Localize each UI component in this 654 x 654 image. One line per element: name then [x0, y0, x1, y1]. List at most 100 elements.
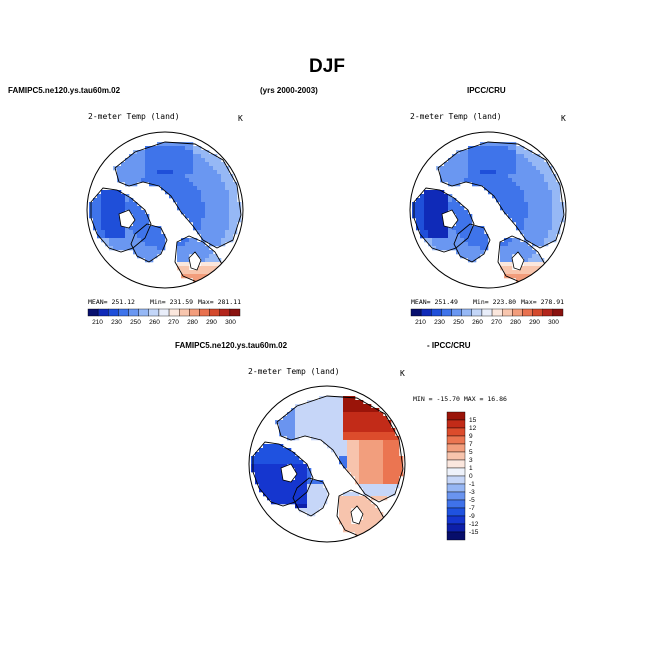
colorbar-swatch: [118, 308, 129, 317]
field-cell: [323, 412, 328, 417]
field-cell: [520, 162, 525, 167]
field-cell: [343, 520, 348, 525]
field-cell: [347, 492, 352, 497]
field-cell: [205, 154, 210, 159]
field-cell: [440, 210, 445, 215]
field-cell: [137, 210, 142, 215]
field-cell: [217, 230, 222, 235]
field-cell: [520, 254, 525, 259]
field-cell: [275, 452, 280, 457]
field-cell: [129, 166, 134, 171]
field-cell: [448, 166, 453, 171]
field-cell: [271, 492, 276, 497]
field-cell: [315, 416, 320, 421]
field-cell: [351, 416, 356, 421]
field-cell: [347, 428, 352, 433]
field-cell: [428, 230, 433, 235]
field-cell: [500, 158, 505, 163]
field-cell: [379, 424, 384, 429]
field-cell: [536, 218, 541, 223]
field-cell: [229, 214, 234, 219]
field-cell: [512, 182, 517, 187]
field-cell: [536, 202, 541, 207]
field-cell: [456, 214, 461, 219]
field-cell: [339, 436, 344, 441]
field-cell: [536, 226, 541, 231]
field-cell: [109, 242, 114, 247]
field-cell: [133, 242, 138, 247]
field-cell: [472, 242, 477, 247]
field-cell: [347, 444, 352, 449]
field-cell: [229, 230, 234, 235]
field-cell: [185, 266, 190, 271]
field-cell: [291, 452, 296, 457]
field-cell: [161, 158, 166, 163]
field-cell: [267, 472, 272, 477]
field-cell: [149, 246, 154, 251]
field-cell: [209, 174, 214, 179]
field-cell: [189, 158, 194, 163]
field-cell: [532, 222, 537, 227]
field-cell: [209, 154, 214, 159]
field-cell: [375, 508, 380, 513]
field-cell: [109, 214, 114, 219]
field-cell: [213, 198, 218, 203]
field-cell: [339, 452, 344, 457]
field-cell: [476, 170, 481, 175]
colorbar-swatch: [219, 308, 231, 317]
field-cell: [133, 174, 138, 179]
field-cell: [552, 194, 557, 199]
field-cell: [201, 198, 206, 203]
field-cell: [367, 468, 372, 473]
field-cell: [303, 480, 308, 485]
field-cell: [201, 206, 206, 211]
field-cell: [201, 194, 206, 199]
field-cell: [496, 178, 501, 183]
field-cell: [177, 154, 182, 159]
field-cell: [476, 254, 481, 259]
field-cell: [189, 150, 194, 155]
field-cell: [508, 262, 513, 267]
field-cell: [432, 202, 437, 207]
field-cell: [520, 266, 525, 271]
field-cell: [508, 170, 513, 175]
field-cell: [367, 456, 372, 461]
field-cell: [472, 250, 477, 255]
field-cell: [221, 206, 226, 211]
field-cell: [516, 158, 521, 163]
field-cell: [129, 234, 134, 239]
field-cell: [440, 206, 445, 211]
field-cell: [351, 500, 356, 505]
field-cell: [379, 428, 384, 433]
field-cell: [532, 250, 537, 255]
field-cell: [351, 432, 356, 437]
field-cell: [508, 186, 513, 191]
model-header: FAMIPC5.ne120.ys.tau60m.02: [8, 86, 121, 95]
field-cell: [93, 210, 98, 215]
field-cell: [193, 238, 198, 243]
field-cell: [189, 274, 194, 279]
field-cell: [311, 484, 316, 489]
field-cell: [299, 464, 304, 469]
field-cell: [299, 496, 304, 501]
field-cell: [460, 250, 465, 255]
field-cell: [189, 154, 194, 159]
field-cell: [516, 182, 521, 187]
field-cell: [157, 250, 162, 255]
field-cell: [536, 182, 541, 187]
field-cell: [383, 424, 388, 429]
field-cell: [383, 416, 388, 421]
field-cell: [508, 258, 513, 263]
field-cell: [468, 158, 473, 163]
field-cell: [548, 194, 553, 199]
field-cell: [476, 238, 481, 243]
field-cell: [295, 460, 300, 465]
field-cell: [379, 420, 384, 425]
field-cell: [456, 246, 461, 251]
field-cell: [259, 456, 264, 461]
field-cell: [500, 250, 505, 255]
field-cell: [295, 496, 300, 501]
colorbar-swatch: [446, 427, 466, 437]
field-cell: [213, 226, 218, 231]
field-cell: [528, 170, 533, 175]
